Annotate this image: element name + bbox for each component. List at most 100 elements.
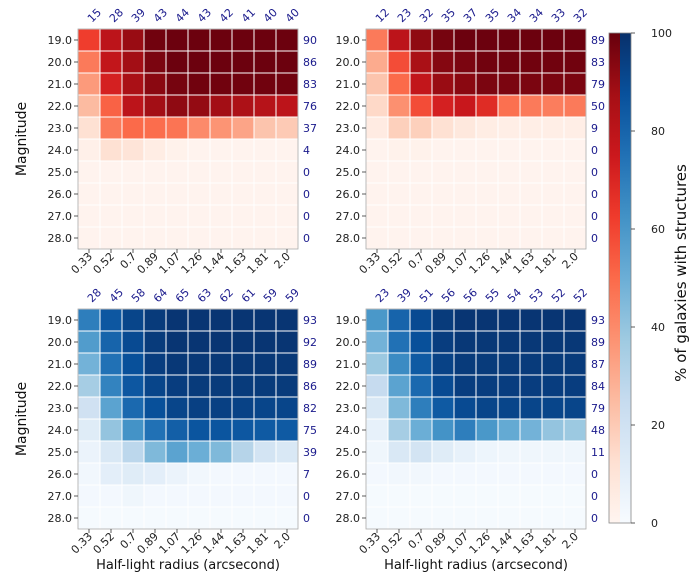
heatmap-cell [431, 396, 455, 420]
right-percent-label: 7 [303, 468, 310, 481]
heatmap-cell [563, 116, 587, 140]
heatmap-cell [77, 160, 101, 184]
heatmap-cell [165, 160, 189, 184]
heatmap-cell [387, 308, 411, 332]
heatmap-cell [253, 440, 277, 464]
right-percent-label: 83 [303, 78, 317, 91]
heatmap-cell [143, 160, 167, 184]
heatmap-cell [497, 182, 521, 206]
heatmap-cell [253, 94, 277, 118]
heatmap-cell [475, 462, 499, 486]
heatmap-cell [497, 484, 521, 508]
heatmap-cell [387, 352, 411, 376]
heatmap-cell [563, 72, 587, 96]
heatmap-cell [187, 50, 211, 74]
heatmap-cell [519, 50, 543, 74]
heatmap-cell [231, 374, 255, 398]
colorbar-blues [620, 33, 631, 523]
heatmap-cell [519, 72, 543, 96]
heatmap-cell [475, 418, 499, 442]
heatmap-cell [253, 374, 277, 398]
heatmap-cell [453, 374, 477, 398]
top-count-label: 59 [283, 286, 302, 305]
heatmap-cell [121, 72, 145, 96]
heatmap-cell [121, 138, 145, 162]
heatmap-cell [209, 330, 233, 354]
heatmap-cell [209, 116, 233, 140]
heatmap-cell [231, 330, 255, 354]
heatmap-cell [121, 94, 145, 118]
heatmap-cell [165, 418, 189, 442]
heatmap-cell [275, 94, 299, 118]
heatmap-cell [453, 352, 477, 376]
heatmap-cell [165, 138, 189, 162]
x-tick-label: 2.0 [560, 530, 582, 552]
heatmap-cell [409, 418, 433, 442]
heatmap-cell [121, 50, 145, 74]
top-count-label: 39 [395, 286, 414, 305]
heatmap-cell [453, 330, 477, 354]
heatmap-cell [165, 440, 189, 464]
heatmap-cell [143, 308, 167, 332]
heatmap-cell [387, 374, 411, 398]
y-tick-label: 24.0 [48, 144, 73, 157]
heatmap-cell [409, 204, 433, 228]
heatmap-cell [475, 484, 499, 508]
heatmap-cell [409, 50, 433, 74]
heatmap-cell [497, 462, 521, 486]
y-tick-label: 28.0 [336, 512, 361, 525]
heatmap-cell [387, 28, 411, 52]
heatmap-cell [209, 28, 233, 52]
top-count-label: 53 [527, 286, 546, 305]
top-count-label: 28 [107, 6, 126, 25]
heatmap-cell [475, 94, 499, 118]
heatmap-cell [143, 116, 167, 140]
heatmap-cell [99, 160, 123, 184]
heatmap-cell [453, 226, 477, 250]
heatmap-cell [409, 396, 433, 420]
heatmap-cell [365, 204, 389, 228]
heatmap-cell [541, 116, 565, 140]
heatmap-cell [165, 116, 189, 140]
heatmap-cell [431, 72, 455, 96]
y-tick-label: 21.0 [48, 358, 73, 371]
heatmap-cell [563, 352, 587, 376]
heatmap-cell [165, 330, 189, 354]
heatmap-cell [77, 226, 101, 250]
heatmap-cell [431, 94, 455, 118]
colorbar-tick-label: 0 [651, 517, 658, 530]
heatmap-cell [409, 374, 433, 398]
heatmap-cell [209, 50, 233, 74]
top-count-label: 62 [217, 286, 236, 305]
top-count-label: 65 [173, 286, 192, 305]
right-percent-label: 86 [303, 56, 317, 69]
heatmap-cell [387, 226, 411, 250]
heatmap-cell [387, 116, 411, 140]
heatmap-cell [497, 308, 521, 332]
heatmap-cell [275, 418, 299, 442]
top-count-label: 40 [283, 6, 302, 25]
heatmap-cell [99, 94, 123, 118]
heatmap-cell [275, 462, 299, 486]
heatmap-cell [409, 116, 433, 140]
heatmap-cell [475, 50, 499, 74]
heatmap-cell [121, 440, 145, 464]
heatmap-cell [209, 506, 233, 530]
y-tick-label: 26.0 [48, 468, 73, 481]
right-percent-label: 89 [591, 34, 605, 47]
top-count-label: 41 [239, 6, 258, 25]
heatmap-cell [453, 28, 477, 52]
y-tick-label: 28.0 [48, 512, 73, 525]
top-count-label: 12 [373, 6, 392, 25]
heatmap-cell [209, 352, 233, 376]
heatmap-cell [253, 330, 277, 354]
right-percent-label: 79 [591, 402, 605, 415]
heatmap-cell [519, 94, 543, 118]
heatmap-cell [143, 374, 167, 398]
heatmap-cell [209, 160, 233, 184]
y-tick-label: 21.0 [336, 78, 361, 91]
heatmap-cell [187, 418, 211, 442]
heatmap-cell [143, 72, 167, 96]
right-percent-label: 82 [303, 402, 317, 415]
